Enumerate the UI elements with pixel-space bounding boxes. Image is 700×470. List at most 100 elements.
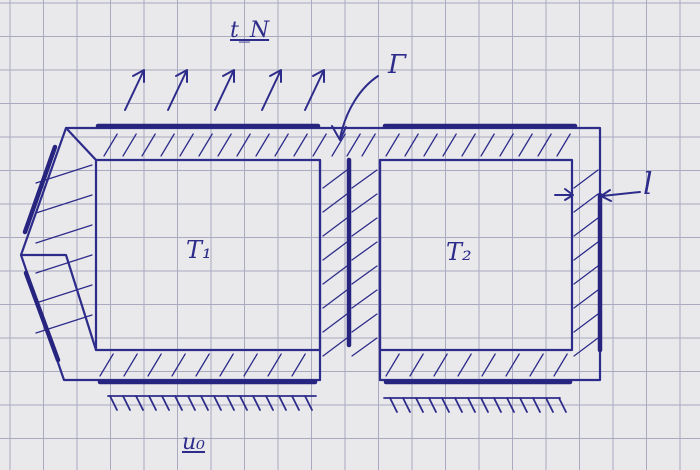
support-hatch-right [402, 397, 411, 413]
support-hatch-left [278, 395, 287, 411]
support-hatch-left [239, 395, 248, 411]
support-hatch-left [291, 395, 300, 411]
boundary-emphasis [22, 123, 603, 385]
interface-arrowhead [331, 125, 347, 141]
support-hatch-left [226, 395, 235, 411]
support-hatch-right [454, 397, 463, 413]
domain-outlines [19, 126, 602, 382]
hatch-stroke [480, 133, 495, 157]
hatch-stroke [179, 133, 194, 157]
hatch-stroke [217, 133, 232, 157]
support-hatch-right [467, 397, 476, 413]
traction-arrowhead [269, 69, 282, 83]
interface-pointer [331, 75, 379, 141]
hatch-stroke [322, 265, 348, 285]
hatch-stroke [35, 254, 93, 274]
hatch-stroke [274, 133, 289, 157]
hatch-stroke [351, 217, 378, 237]
thickness-label: l [643, 167, 653, 202]
displacement-label: u₀ [182, 430, 205, 455]
support-hatch-left [135, 395, 144, 411]
hatch-stroke [499, 133, 514, 157]
support-hatch-left [187, 395, 196, 411]
hatch-stroke [160, 133, 175, 157]
hatch-stroke [573, 217, 599, 237]
support-hatch-left [148, 395, 157, 411]
hatch-stroke [361, 133, 376, 157]
hatch-stroke [573, 313, 599, 333]
traction-arrows [124, 69, 325, 111]
hatch-stroke [322, 313, 348, 333]
hatch-stroke [255, 133, 270, 157]
hatch-stroke [35, 194, 93, 214]
traction-arrowhead [175, 69, 188, 83]
hatch-stroke [322, 337, 348, 357]
hatch-stroke [351, 313, 378, 333]
hatch-stroke [103, 133, 118, 157]
interface-arrow-curve [339, 75, 379, 139]
support-hatch-right [532, 397, 541, 413]
hatch-stroke [351, 265, 378, 285]
hatch-stroke [322, 193, 348, 213]
hatch-stroke [537, 133, 552, 157]
traction-arrowhead [222, 69, 235, 83]
hatch-stroke [171, 353, 186, 377]
support-hatch-right [558, 397, 567, 413]
hatch-stroke [312, 133, 327, 157]
region-1-label: T₁ [186, 236, 212, 264]
hatch-stroke [385, 353, 400, 377]
hatch-stroke [457, 353, 472, 377]
hatch-stroke [322, 289, 348, 309]
interface-label: Γ [388, 50, 407, 80]
boundary-left-upper [22, 144, 58, 235]
hatch-stroke [351, 289, 378, 309]
hatch-stroke [291, 353, 306, 377]
support-hatch-right [389, 397, 398, 413]
support-hatch-right [441, 397, 450, 413]
hatch-stroke [573, 241, 599, 261]
support-hatch-left [109, 395, 118, 411]
hatch-stroke [35, 224, 93, 244]
hatch-stroke [529, 353, 544, 377]
traction-arrow-shaft [261, 71, 281, 111]
hatch-stroke [404, 133, 419, 157]
traction-arrow-shaft [214, 71, 234, 111]
hatch-stroke [147, 353, 162, 377]
hatch-stroke [267, 353, 282, 377]
diagonal-left-inner [19, 253, 98, 352]
hatch-stroke [322, 169, 348, 189]
support-hatch-right [428, 397, 437, 413]
hatch-stroke [331, 133, 346, 157]
support-hatch-left [200, 395, 209, 411]
support-hatch-left [304, 395, 313, 411]
hatch-stroke [351, 169, 378, 189]
boundary-left-lower [23, 270, 61, 363]
support-hatch-right [415, 397, 424, 413]
hatch-stroke [573, 169, 599, 189]
hatch-stroke [346, 133, 361, 157]
hatch-stroke [351, 337, 378, 357]
hatch-stroke [351, 241, 378, 261]
hatch-stroke [35, 284, 93, 304]
support-hatch-right [493, 397, 502, 413]
hatch-stroke [123, 353, 138, 377]
hatch-stroke [322, 241, 348, 261]
traction-arrowhead [132, 69, 145, 83]
hatch-stroke [99, 353, 114, 377]
support-hatch-right [480, 397, 489, 413]
hatch-stroke [243, 353, 258, 377]
support-hatch-left [174, 395, 183, 411]
hatch-stroke [198, 133, 213, 157]
traction-label: t_N [230, 18, 270, 43]
hatch-stroke [141, 133, 156, 157]
hatch-stroke [423, 133, 438, 157]
support-hatch-left [122, 395, 131, 411]
hatch-stroke [573, 337, 599, 357]
hatch-stroke [573, 289, 599, 309]
traction-arrow-shaft [304, 71, 324, 111]
hatch-stroke [481, 353, 496, 377]
support-hatch-left [161, 395, 170, 411]
fixed-support-hatching [107, 395, 567, 413]
hatch-stroke [442, 133, 457, 157]
